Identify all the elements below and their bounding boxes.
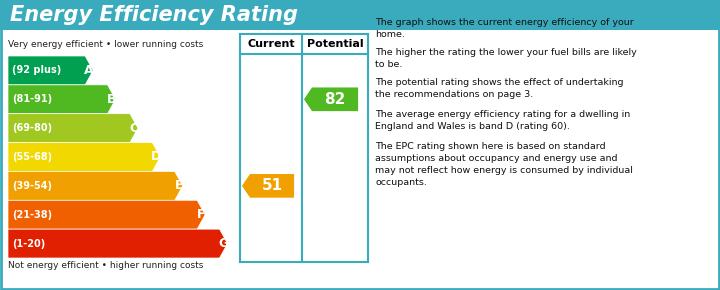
Text: Energy Efficiency Rating: Energy Efficiency Rating — [10, 5, 298, 25]
Text: F: F — [197, 208, 205, 221]
Text: A: A — [84, 64, 94, 77]
Text: The potential rating shows the effect of undertaking
the recommendations on page: The potential rating shows the effect of… — [375, 78, 624, 99]
Text: The higher the rating the lower your fuel bills are likely
to be.: The higher the rating the lower your fue… — [375, 48, 636, 69]
Polygon shape — [304, 88, 358, 111]
Text: (39-54): (39-54) — [12, 181, 52, 191]
Polygon shape — [8, 143, 161, 171]
Text: Very energy efficient • lower running costs: Very energy efficient • lower running co… — [8, 40, 203, 49]
Polygon shape — [8, 56, 93, 85]
Text: (92 plus): (92 plus) — [12, 66, 61, 75]
Polygon shape — [8, 85, 115, 114]
Text: (81-91): (81-91) — [12, 94, 52, 104]
Polygon shape — [242, 174, 294, 198]
Text: The graph shows the current energy efficiency of your
home.: The graph shows the current energy effic… — [375, 18, 634, 39]
Text: E: E — [174, 179, 183, 192]
Text: G: G — [218, 237, 229, 250]
Text: Current: Current — [247, 39, 294, 49]
Text: 51: 51 — [261, 178, 283, 193]
Text: C: C — [130, 122, 138, 135]
Text: (55-68): (55-68) — [12, 152, 52, 162]
Text: B: B — [107, 93, 116, 106]
Polygon shape — [8, 200, 205, 229]
Text: D: D — [151, 151, 161, 164]
Text: (21-38): (21-38) — [12, 210, 52, 220]
Text: Not energy efficient • higher running costs: Not energy efficient • higher running co… — [8, 261, 203, 270]
Bar — [0, 0, 720, 30]
Polygon shape — [8, 171, 183, 200]
Text: (69-80): (69-80) — [12, 123, 52, 133]
Text: (1-20): (1-20) — [12, 239, 45, 249]
Polygon shape — [8, 229, 228, 258]
Polygon shape — [8, 114, 138, 143]
Text: 82: 82 — [325, 92, 346, 107]
Text: Potential: Potential — [307, 39, 364, 49]
Text: The EPC rating shown here is based on standard
assumptions about occupancy and e: The EPC rating shown here is based on st… — [375, 142, 633, 187]
Text: The average energy efficiency rating for a dwelling in
England and Wales is band: The average energy efficiency rating for… — [375, 110, 630, 131]
